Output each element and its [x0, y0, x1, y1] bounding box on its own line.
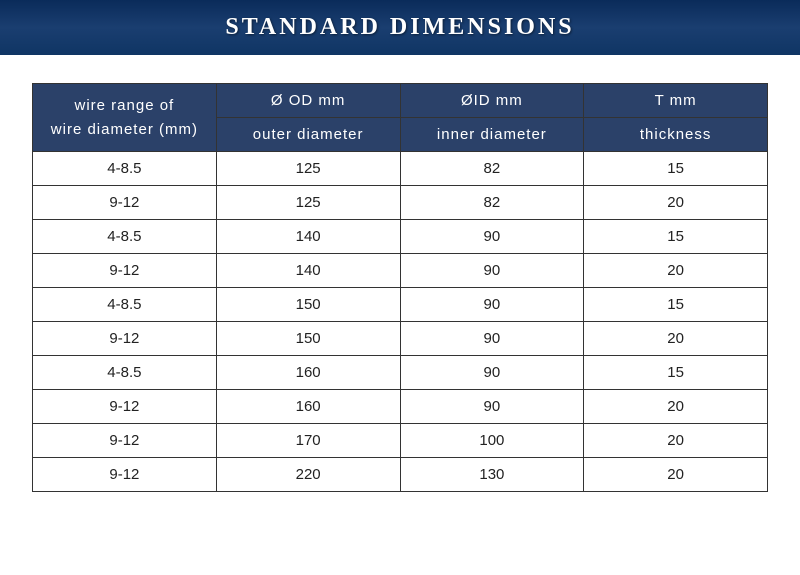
col-header-od-sub: outer diameter	[216, 118, 400, 152]
col-header-wire-range-line1: wire range of	[75, 97, 175, 114]
cell-range: 9-12	[33, 458, 217, 492]
cell-od: 125	[216, 152, 400, 186]
cell-od: 140	[216, 220, 400, 254]
col-header-t-top: T mm	[584, 84, 768, 118]
cell-range: 9-12	[33, 390, 217, 424]
cell-t: 20	[584, 254, 768, 288]
table-row: 4-8.51409015	[33, 220, 768, 254]
cell-t: 15	[584, 356, 768, 390]
cell-id: 82	[400, 152, 584, 186]
cell-id: 90	[400, 356, 584, 390]
cell-od: 150	[216, 322, 400, 356]
cell-range: 9-12	[33, 322, 217, 356]
table-container: wire range of wire diameter (mm) Ø OD mm…	[0, 55, 800, 492]
table-row: 9-121509020	[33, 322, 768, 356]
table-body: 4-8.512582159-1212582204-8.514090159-121…	[33, 152, 768, 492]
cell-od: 160	[216, 356, 400, 390]
cell-range: 9-12	[33, 254, 217, 288]
table-row: 9-1217010020	[33, 424, 768, 458]
cell-id: 90	[400, 254, 584, 288]
col-header-id-sub: inner diameter	[400, 118, 584, 152]
cell-od: 150	[216, 288, 400, 322]
col-header-wire-range-line2: wire diameter (mm)	[51, 121, 198, 138]
cell-od: 125	[216, 186, 400, 220]
table-row: 9-121258220	[33, 186, 768, 220]
cell-t: 15	[584, 288, 768, 322]
cell-range: 4-8.5	[33, 288, 217, 322]
table-row: 9-121409020	[33, 254, 768, 288]
cell-t: 15	[584, 152, 768, 186]
cell-range: 4-8.5	[33, 356, 217, 390]
table-row: 9-1222013020	[33, 458, 768, 492]
cell-id: 82	[400, 186, 584, 220]
col-header-t-sub: thickness	[584, 118, 768, 152]
cell-od: 170	[216, 424, 400, 458]
cell-range: 9-12	[33, 424, 217, 458]
cell-id: 90	[400, 390, 584, 424]
cell-id: 90	[400, 220, 584, 254]
cell-t: 15	[584, 220, 768, 254]
cell-id: 90	[400, 322, 584, 356]
col-header-id-top: ØID mm	[400, 84, 584, 118]
cell-od: 160	[216, 390, 400, 424]
cell-od: 140	[216, 254, 400, 288]
table-row: 4-8.51509015	[33, 288, 768, 322]
col-header-od-top: Ø OD mm	[216, 84, 400, 118]
cell-t: 20	[584, 458, 768, 492]
cell-range: 4-8.5	[33, 152, 217, 186]
cell-t: 20	[584, 390, 768, 424]
cell-od: 220	[216, 458, 400, 492]
col-header-wire-range: wire range of wire diameter (mm)	[33, 84, 217, 152]
table-row: 9-121609020	[33, 390, 768, 424]
cell-t: 20	[584, 322, 768, 356]
cell-id: 100	[400, 424, 584, 458]
table-row: 4-8.51258215	[33, 152, 768, 186]
page-title: STANDARD DIMENSIONS	[225, 14, 574, 41]
cell-range: 4-8.5	[33, 220, 217, 254]
cell-t: 20	[584, 424, 768, 458]
cell-range: 9-12	[33, 186, 217, 220]
cell-id: 90	[400, 288, 584, 322]
cell-id: 130	[400, 458, 584, 492]
table-header: wire range of wire diameter (mm) Ø OD mm…	[33, 84, 768, 152]
dimensions-table: wire range of wire diameter (mm) Ø OD mm…	[32, 83, 768, 492]
cell-t: 20	[584, 186, 768, 220]
table-row: 4-8.51609015	[33, 356, 768, 390]
title-banner: STANDARD DIMENSIONS	[0, 0, 800, 55]
